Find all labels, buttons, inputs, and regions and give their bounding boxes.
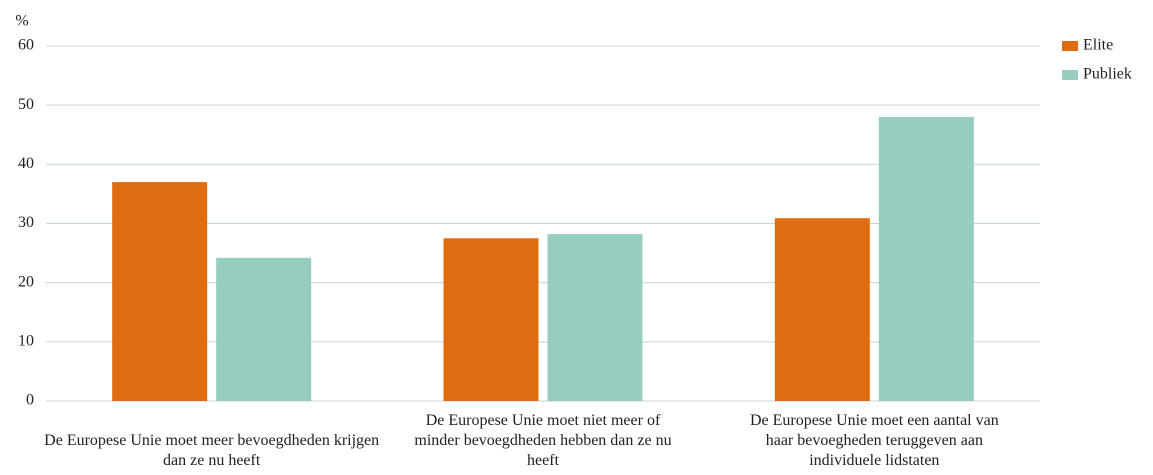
legend-swatch [1062, 70, 1078, 80]
bar [216, 257, 312, 401]
y-tick-label: 20 [18, 273, 34, 290]
y-tick-label: 30 [18, 214, 34, 231]
y-tick-label: 0 [26, 392, 34, 409]
y-tick-label: 40 [18, 155, 34, 172]
bar [878, 117, 974, 401]
bar [112, 182, 208, 401]
legend-swatch [1062, 41, 1078, 51]
y-tick-label: 50 [18, 96, 34, 113]
legend-label: Elite [1083, 37, 1113, 54]
y-tick-label: 10 [18, 333, 34, 350]
bar [443, 238, 539, 401]
bar [774, 218, 870, 401]
x-tick-label: De Europese Unie moet meer bevoegdheden … [44, 432, 380, 469]
x-tick-label: De Europese Unie moet een aantal van haa… [749, 412, 999, 469]
x-tick-label: De Europese Unie moet niet meer of minde… [414, 412, 672, 469]
y-tick-label: 60 [18, 37, 34, 54]
bar [547, 234, 643, 401]
legend-label: Publiek [1083, 66, 1132, 83]
y-axis-label: % [15, 13, 28, 30]
